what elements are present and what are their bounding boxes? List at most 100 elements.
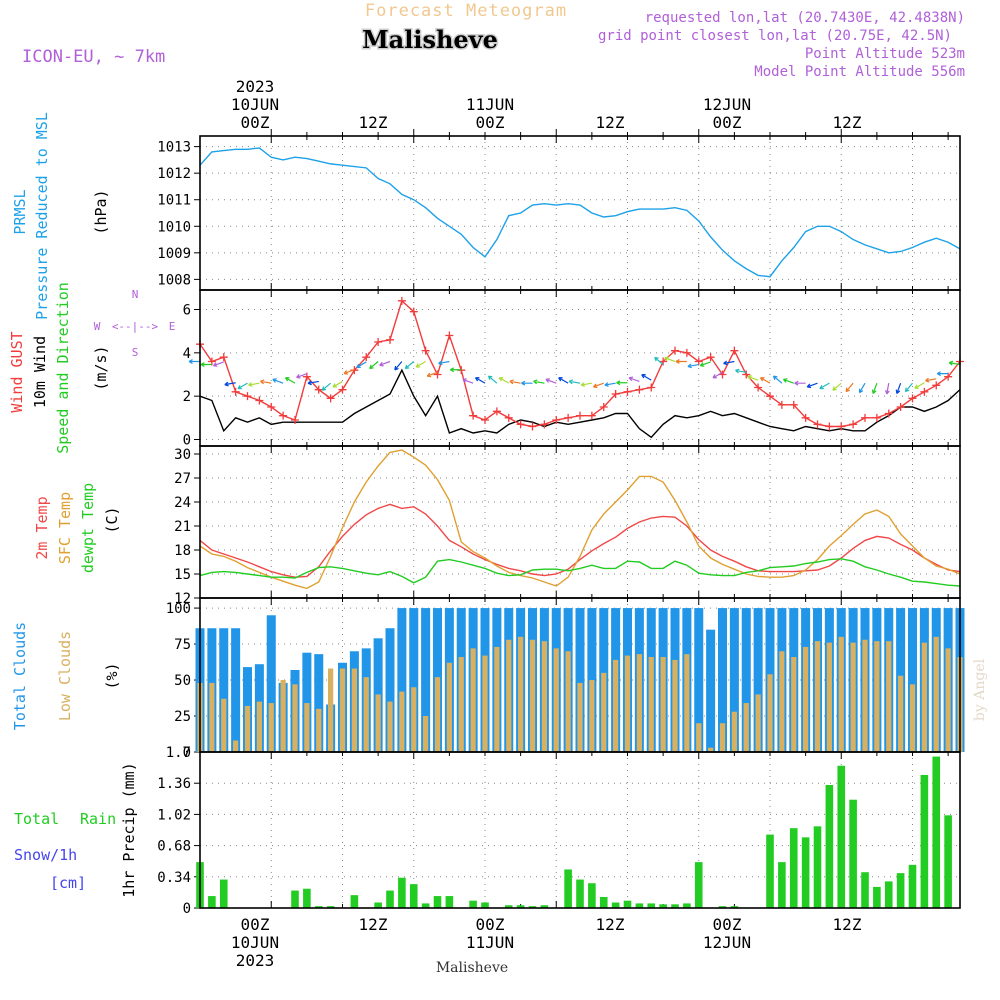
gust-point [219,353,228,362]
total-cloud-bar [741,608,751,752]
low-cloud-bar [921,642,927,752]
gust-point [932,381,941,390]
low-cloud-bar [565,651,571,752]
low-cloud-bar [613,659,619,752]
low-cloud-bar [256,701,262,752]
total-cloud-bar [397,608,407,752]
low-cloud-bar [684,654,690,752]
pressure-line [199,147,961,278]
low-cloud-bar [886,641,892,752]
prmsl-label: PRMSL [11,189,29,234]
total-cloud-bar [314,654,324,752]
low-clouds-label: Low Clouds [56,631,74,721]
low-cloud-bar [577,682,583,752]
gust-point [766,392,774,401]
wind-direction-arrow [936,371,949,377]
gust-point [481,416,489,424]
wind-direction-arrow [871,382,878,394]
gust-point [552,416,561,424]
gust-point [611,390,620,398]
gust-point [314,385,323,394]
wind-direction-arrow [498,377,510,384]
gust-point [564,413,573,422]
wind-direction-arrow [914,382,925,389]
bottom-year-label: 2023 [236,951,275,970]
precip-bar [659,904,667,908]
temp-dewpt-label: dewpt Temp [79,483,97,573]
precip-bar [540,905,549,908]
low-cloud-bar [244,705,251,752]
low-cloud-bar [696,723,702,752]
pressure-unit-label: (hPa) [92,189,110,234]
low-cloud-bar [648,657,654,752]
temperature-ytick-label: 27 [174,471,191,487]
low-cloud-bar [434,677,441,752]
precip-bar [671,904,679,908]
low-cloud-bar [755,694,761,752]
wind-direction-arrow [845,382,854,393]
wind10m-line [199,368,961,439]
precip-bar [789,828,798,908]
wind-direction-arrow [884,383,890,395]
wind-direction-arrow [545,378,557,384]
wind-direction-arrow [806,382,818,389]
gust-point [516,420,525,429]
wind-direction-arrow [237,382,248,390]
low-cloud-bar [411,687,417,752]
precip-bar [599,896,608,908]
wind-direction-arrow [904,382,913,393]
wind-direction-arrow [832,382,842,391]
gridpoint-coordinates: grid point closest lon,lat (20.75E, 42.5… [598,28,952,44]
wind-direction-arrow [664,356,676,363]
wind-direction-arrow [794,380,806,386]
precip-ytick-label: 1.7 [166,745,191,761]
top-hour-00z-3: 00Z [713,113,742,132]
precip-bar [837,765,846,908]
total-cloud-bar [266,615,276,752]
bottom-hour-12z-1: 12Z [359,915,388,934]
sfctemp-line [199,449,961,590]
gust-point [920,387,929,396]
wind-direction-arrow [568,379,581,385]
gust-point [837,422,846,431]
precip-bar [445,896,454,908]
low-cloud-bar [779,651,785,752]
temp-unit-label: (C) [103,506,121,533]
low-cloud-bar [898,675,904,752]
top-time-axis: 2023 10JUN 00Z 12Z 11JUN 00Z 12Z 12JUN 0… [231,77,862,132]
gust-point [647,383,656,392]
compass-n: N [132,288,139,301]
clouds-unit-label: (%) [103,662,121,689]
low-cloud-bar [791,657,797,752]
compass-e: E [169,320,176,333]
low-cloud-bar [494,646,500,752]
precip-ytick-label: 1.02 [157,807,191,823]
total-cloud-bar [753,608,763,752]
bottom-hour-00z-2: 00Z [476,915,505,934]
gust-point [599,403,608,411]
gust-point [267,403,276,411]
low-cloud-bar [304,703,310,752]
wind-direction-arrow [592,382,604,389]
low-cloud-bar [458,657,464,752]
wind-direction-arrow [782,378,794,384]
total-cloud-bar [421,608,431,752]
precip-bar [374,902,382,908]
gust-point [255,396,264,405]
top-date-10jun: 10JUN [231,95,279,114]
temperature-ytick-label: 12 [174,591,191,607]
wind-direction-arrow [641,374,652,381]
wind-direction-arrow [604,382,616,387]
precip-bar [873,886,881,908]
precip-bar [908,864,917,908]
gust-point [326,394,335,403]
gust-point [671,346,679,355]
total-cloud-bar [302,652,312,752]
pressure-ytick-label: 1010 [157,219,191,235]
temperature-ytick-label: 15 [174,567,191,583]
precip-bar [778,862,786,908]
wind-direction-arrow [415,360,426,368]
wind-direction-arrow [759,377,771,384]
gust-point [409,307,418,316]
